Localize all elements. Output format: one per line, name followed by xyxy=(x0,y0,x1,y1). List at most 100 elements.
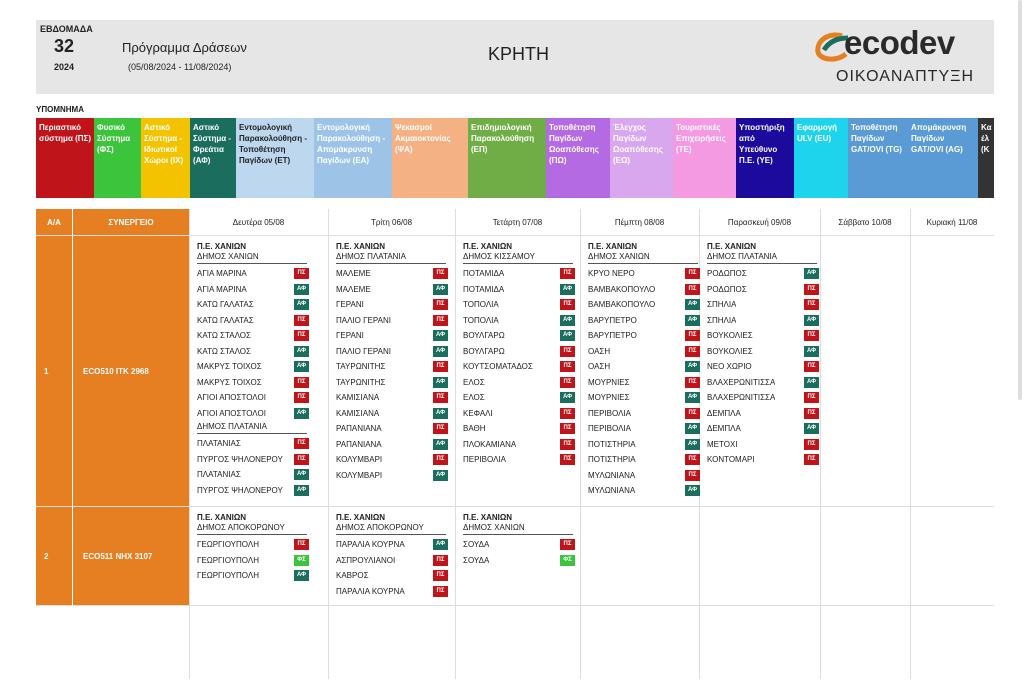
municipality: ΔΗΜΟΣ ΧΑΝΙΩΝ xyxy=(197,252,307,264)
header-bar: ΕΒΔΟΜΑΔΑ 32 2024 Πρόγραμμα Δράσεων (05/0… xyxy=(36,20,994,94)
action-badge: ΠΣ xyxy=(433,554,448,566)
location-name: ΡΑΠΑΝΙΑΝΑ xyxy=(336,424,382,434)
header-aa: Α/Α xyxy=(36,209,72,235)
action-badge: ΑΦ xyxy=(685,299,700,311)
legend-item: Φυσικό Σύστημα (ΦΣ) xyxy=(94,118,141,198)
regional-unit: Π.Ε. ΧΑΝΙΩΝ xyxy=(707,242,757,251)
location-name: ΚΑΤΩ ΓΑΛΑΤΑΣ xyxy=(197,315,254,325)
location-item: ΚΑΜΙΣΙΑΝΑ ΑΦ xyxy=(336,406,448,422)
location-item: ΣΟΥΔΑ ΠΣ xyxy=(463,537,575,553)
location-item: ΤΟΠΟΛΙΑ ΑΦ xyxy=(463,313,575,329)
location-item: ΠΑΛΙΟ ΓΕΡΑΝΙ ΠΣ xyxy=(336,313,448,329)
municipality: ΔΗΜΟΣ ΠΛΑΤΑΝΙΑ xyxy=(707,252,817,264)
legend-item: Εντομολογική Παρακολούθηση - Απομάκρυνση… xyxy=(314,118,392,198)
location-name: ΜΑΚΡΥΣ ΤΟΙΧΟΣ xyxy=(197,362,262,372)
team-name: ECO511 NHX 3107 xyxy=(73,507,189,605)
action-badge: ΠΣ xyxy=(685,283,700,295)
location-name: ΣΟΥΔΑ xyxy=(463,540,490,550)
day-cell: Π.Ε. ΧΑΝΙΩΝ ΔΗΜΟΣ ΧΑΝΙΩΝ ΚΡΥΟ ΝΕΡΟ ΠΣ ΒΑΜΒΑΚ… xyxy=(588,242,700,499)
legend: Περιαστικό σύστημα (ΠΣ) Φυσικό Σύστημα (Φ… xyxy=(36,118,994,198)
scrollbar[interactable] xyxy=(1018,0,1022,400)
location-item: ΜΕΤΟΧΙ ΠΣ xyxy=(707,437,819,453)
municipality: ΔΗΜΟΣ ΑΠΟΚΟΡΩΝΟΥ xyxy=(336,523,446,535)
action-badge: ΑΦ xyxy=(804,376,819,388)
action-badge: ΠΣ xyxy=(294,453,309,465)
location-item: ΚΑΒΡΟΣ ΠΣ xyxy=(336,568,448,584)
location-name: ΚΑΜΙΣΙΑΝΑ xyxy=(336,408,380,418)
location-name: ΝΕΟ ΧΩΡΙΟ xyxy=(707,362,752,372)
action-badge: ΠΣ xyxy=(433,392,448,404)
location-name: ΒΛΑΧΕΡΩΝΙΤΙΣΣΑ xyxy=(707,377,776,387)
location-item: ΚΟΝΤΟΜΑΡΙ ΠΣ xyxy=(707,452,819,468)
action-badge: ΑΦ xyxy=(685,485,700,497)
action-badge: ΠΣ xyxy=(294,438,309,450)
location-item: ΕΛΟΣ ΠΣ xyxy=(463,375,575,391)
action-badge: ΑΦ xyxy=(685,314,700,326)
action-badge: ΑΦ xyxy=(804,423,819,435)
municipality: ΔΗΜΟΣ ΧΑΝΙΩΝ xyxy=(463,523,573,535)
program-title: Πρόγραμμα Δράσεων xyxy=(122,40,247,55)
header-day: Παρασκευή 09/08 xyxy=(727,217,792,227)
location-item: ΒΟΥΛΓΑΡΩ ΠΣ xyxy=(463,344,575,360)
location-name: ΟΑΣΗ xyxy=(588,346,611,356)
location-name: ΔΕΜΠΛΑ xyxy=(707,408,741,418)
location-name: ΠΟΤΑΜΙΔΑ xyxy=(463,269,505,279)
legend-title: ΥΠΟΜΝΗΜΑ xyxy=(36,105,84,114)
location-item: ΠΟΤΙΣΤΗΡΙΑ ΠΣ xyxy=(588,452,700,468)
action-badge: ΑΦ xyxy=(433,438,448,450)
location-item: ΠΕΡΙΒΟΛΙΑ ΑΦ xyxy=(588,421,700,437)
location-name: ΜΑΛΕΜΕ xyxy=(336,269,371,279)
header-day: Πέμπτη 08/08 xyxy=(614,217,665,227)
location-name: ΡΑΠΑΝΙΑΝΑ xyxy=(336,439,382,449)
action-badge: ΠΣ xyxy=(804,392,819,404)
location-item: ΚΑΤΩ ΓΑΛΑΤΑΣ ΑΦ xyxy=(197,297,309,313)
action-badge: ΠΣ xyxy=(804,454,819,466)
location-name: ΚΕΦΑΛΙ xyxy=(463,408,493,418)
location-name: ΑΓΙΟΙ ΑΠΟΣΤΟΛΟΙ xyxy=(197,408,266,418)
action-badge: ΑΦ xyxy=(294,407,309,419)
regional-unit: Π.Ε. ΧΑΝΙΩΝ xyxy=(197,242,247,251)
municipality: ΔΗΜΟΣ ΠΛΑΤΑΝΙΑ xyxy=(197,422,307,434)
location-name: ΤΟΠΟΛΙΑ xyxy=(463,300,499,310)
table-header-row: Α/Α ΣΥΝΕΡΓΕΙΟ Δευτέρα 05/08 Τρίτη 06/08 Τετά… xyxy=(36,209,994,236)
location-name: ΑΓΙΟΙ ΑΠΟΣΤΟΛΟΙ xyxy=(197,393,266,403)
location-item: ΠΛΑΤΑΝΙΑΣ ΠΣ xyxy=(197,436,309,452)
week-label: ΕΒΔΟΜΑΔΑ xyxy=(40,24,93,34)
location-name: ΠΟΤΙΣΤΗΡΙΑ xyxy=(588,439,636,449)
location-item: ΜΥΛΩΝΙΑΝΑ ΑΦ xyxy=(588,483,700,499)
location-name: ΕΛΟΣ xyxy=(463,377,485,387)
location-name: ΚΑΒΡΟΣ xyxy=(336,571,369,581)
location-name: ΟΑΣΗ xyxy=(588,362,611,372)
logo-subtitle: ΟΙΚΟΑΝΑΠΤΥΞΗ xyxy=(836,68,975,85)
location-item: ΚΑΜΙΣΙΑΝΑ ΠΣ xyxy=(336,390,448,406)
location-item: ΣΠΗΛΙΑ ΠΣ xyxy=(707,297,819,313)
location-item: ΕΛΟΣ ΑΦ xyxy=(463,390,575,406)
day-cell: Π.Ε. ΧΑΝΙΩΝ ΔΗΜΟΣ ΠΛΑΤΑΝΙΑ ΡΟΔΩΠΟΣ ΑΦ ΡΟΔΩΠΟ… xyxy=(707,242,819,468)
location-name: ΒΟΥΚΟΛΙΕΣ xyxy=(707,346,753,356)
action-badge: ΠΣ xyxy=(433,585,448,597)
location-item: ΠΥΡΓΟΣ ΨΗΛΟΝΕΡΟΥ ΠΣ xyxy=(197,452,309,468)
location-item: ΟΑΣΗ ΠΣ xyxy=(588,344,700,360)
location-item: ΠΕΡΙΒΟΛΙΑ ΠΣ xyxy=(463,452,575,468)
action-badge: ΠΣ xyxy=(560,539,575,551)
grid-hline xyxy=(36,506,994,507)
week-year: 2024 xyxy=(54,62,75,72)
location-item: ΑΓΙΟΙ ΑΠΟΣΤΟΛΟΙ ΑΦ xyxy=(197,406,309,422)
location-item: ΠΟΤΙΣΤΗΡΙΑ ΑΦ xyxy=(588,437,700,453)
action-badge: ΠΣ xyxy=(560,299,575,311)
location-item: ΔΕΜΠΛΑ ΑΦ xyxy=(707,421,819,437)
location-name: ΒΟΥΛΓΑΡΩ xyxy=(463,331,505,341)
action-badge: ΠΣ xyxy=(685,454,700,466)
location-name: ΓΕΡΑΝΙ xyxy=(336,300,364,310)
action-badge: ΑΦ xyxy=(560,314,575,326)
location-item: ΚΟΥΤΣΟΜΑΤΑΔΟΣ ΠΣ xyxy=(463,359,575,375)
action-badge: ΑΦ xyxy=(560,330,575,342)
legend-item: Τοποθέτηση Παγίδων Ωοαπόθεσης (ΠΩ) xyxy=(546,118,610,198)
action-badge: ΑΦ xyxy=(433,345,448,357)
location-name: ΚΑΤΩ ΣΤΑΛΟΣ xyxy=(197,346,251,356)
location-name: ΠΥΡΓΟΣ ΨΗΛΟΝΕΡΟΥ xyxy=(197,485,283,495)
grid-vline xyxy=(580,209,581,679)
day-cell: Π.Ε. ΧΑΝΙΩΝ ΔΗΜΟΣ ΚΙΣΣΑΜΟΥ ΠΟΤΑΜΙΔΑ ΠΣ ΠΟΤΑΜ… xyxy=(463,242,575,468)
action-badge: ΦΣ xyxy=(294,554,309,566)
location-item: ΡΑΠΑΝΙΑΝΑ ΑΦ xyxy=(336,437,448,453)
